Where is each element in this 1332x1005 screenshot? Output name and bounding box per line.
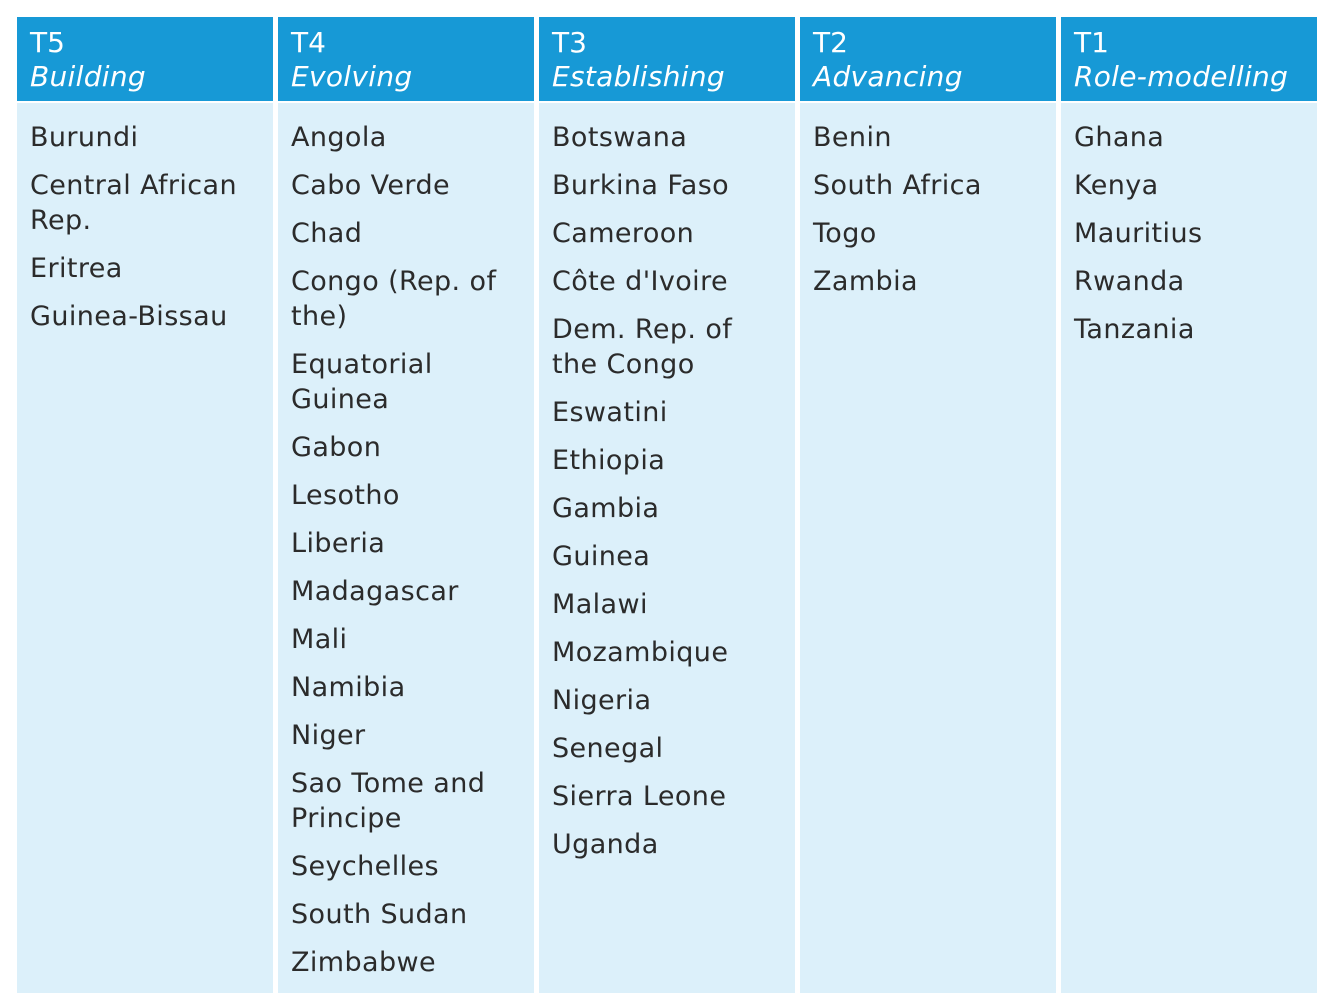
country-item: Malawi	[552, 589, 648, 620]
column-t1: T1 Role-modelling Ghana Kenya Mauritius …	[1061, 17, 1317, 993]
country-item: Botswana	[552, 122, 688, 153]
country-item: Burkina Faso	[552, 170, 730, 201]
country-list: Angola Cabo Verde Chad Congo (Rep. of th…	[278, 103, 534, 993]
country-item: Madagascar	[291, 576, 459, 607]
country-item: Angola	[291, 122, 387, 153]
country-item: Kenya	[1074, 170, 1159, 201]
country-item: South Africa	[813, 170, 982, 201]
country-item: Cameroon	[552, 218, 695, 249]
country-item: Central African Rep.	[30, 170, 238, 236]
country-list: Ghana Kenya Mauritius Rwanda Tanzania	[1061, 103, 1317, 993]
country-item: Eswatini	[552, 397, 668, 428]
tier-name: Role-modelling	[1074, 60, 1289, 93]
country-list: Botswana Burkina Faso Cameroon Côte d'Iv…	[539, 103, 795, 993]
country-item: Benin	[813, 122, 892, 153]
country-item: Zambia	[813, 266, 918, 297]
country-item: Senegal	[552, 733, 664, 764]
column-header: T4 Evolving	[278, 17, 534, 101]
country-item: South Sudan	[291, 899, 468, 930]
country-item: Togo	[813, 218, 877, 249]
country-item: Liberia	[291, 528, 386, 559]
country-item: Chad	[291, 218, 363, 249]
country-item: Congo (Rep. of the)	[291, 266, 497, 332]
tier-code: T1	[1074, 26, 1109, 59]
column-header: T1 Role-modelling	[1061, 17, 1317, 101]
country-item: Côte d'Ivoire	[552, 266, 728, 297]
country-item: Niger	[291, 720, 366, 751]
tier-table: T5 Building Burundi Central African Rep.…	[17, 17, 1317, 993]
tier-code: T3	[552, 26, 587, 59]
country-list: Benin South Africa Togo Zambia	[800, 103, 1056, 993]
country-item: Mali	[291, 624, 348, 655]
tier-name: Building	[30, 60, 146, 93]
column-t5: T5 Building Burundi Central African Rep.…	[17, 17, 273, 993]
country-item: Gambia	[552, 493, 660, 524]
country-item: Namibia	[291, 672, 406, 703]
tier-name: Advancing	[813, 60, 963, 93]
tier-code: T4	[291, 26, 326, 59]
country-item: Ethiopia	[552, 445, 666, 476]
tier-code: T2	[813, 26, 848, 59]
country-item: Rwanda	[1074, 266, 1185, 297]
column-header: T5 Building	[17, 17, 273, 101]
country-item: Eritrea	[30, 253, 123, 284]
country-item: Equatorial Guinea	[291, 349, 433, 415]
country-item: Guinea-Bissau	[30, 301, 228, 332]
country-item: Mozambique	[552, 637, 729, 668]
column-t3: T3 Establishing Botswana Burkina Faso Ca…	[539, 17, 795, 993]
country-item: Mauritius	[1074, 218, 1203, 249]
country-item: Lesotho	[291, 480, 400, 511]
country-item: Dem. Rep. of the Congo	[552, 314, 733, 380]
tier-name: Evolving	[291, 60, 413, 93]
country-item: Ghana	[1074, 122, 1165, 153]
country-item: Cabo Verde	[291, 170, 450, 201]
column-t2: T2 Advancing Benin South Africa Togo Zam…	[800, 17, 1056, 993]
column-t4: T4 Evolving Angola Cabo Verde Chad Congo…	[278, 17, 534, 993]
tier-name: Establishing	[552, 60, 725, 93]
country-item: Uganda	[552, 829, 659, 860]
country-item: Nigeria	[552, 685, 652, 716]
country-item: Burundi	[30, 122, 139, 153]
country-item: Tanzania	[1074, 314, 1195, 345]
country-item: Guinea	[552, 541, 651, 572]
column-header: T2 Advancing	[800, 17, 1056, 101]
tier-code: T5	[30, 26, 65, 59]
country-item: Zimbabwe	[291, 947, 437, 978]
column-header: T3 Establishing	[539, 17, 795, 101]
country-list: Burundi Central African Rep. Eritrea Gui…	[17, 103, 273, 993]
country-item: Sao Tome and Principe	[291, 768, 486, 834]
country-item: Seychelles	[291, 851, 439, 882]
country-item: Gabon	[291, 432, 382, 463]
country-item: Sierra Leone	[552, 781, 727, 812]
